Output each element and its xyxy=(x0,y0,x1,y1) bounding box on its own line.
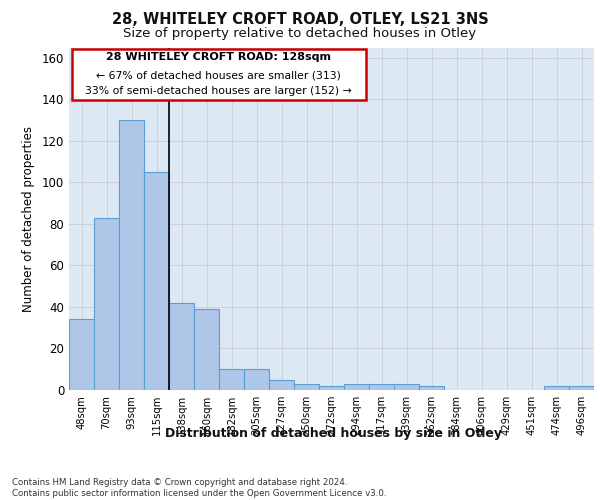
Text: 28, WHITELEY CROFT ROAD, OTLEY, LS21 3NS: 28, WHITELEY CROFT ROAD, OTLEY, LS21 3NS xyxy=(112,12,488,28)
Bar xyxy=(144,172,169,390)
Bar xyxy=(569,386,594,390)
Bar xyxy=(94,218,119,390)
Bar xyxy=(544,386,569,390)
Bar xyxy=(119,120,144,390)
Bar xyxy=(269,380,294,390)
Text: Distribution of detached houses by size in Otley: Distribution of detached houses by size … xyxy=(164,428,502,440)
Bar xyxy=(69,320,94,390)
Text: 28 WHITELEY CROFT ROAD: 128sqm: 28 WHITELEY CROFT ROAD: 128sqm xyxy=(106,52,331,62)
Bar xyxy=(419,386,444,390)
Bar xyxy=(169,303,194,390)
FancyBboxPatch shape xyxy=(71,49,365,100)
Bar xyxy=(194,309,219,390)
Text: 33% of semi-detached houses are larger (152) →: 33% of semi-detached houses are larger (… xyxy=(85,86,352,96)
Bar xyxy=(344,384,369,390)
Y-axis label: Number of detached properties: Number of detached properties xyxy=(22,126,35,312)
Bar xyxy=(394,384,419,390)
Bar xyxy=(369,384,394,390)
Bar xyxy=(319,386,344,390)
Bar xyxy=(244,369,269,390)
Text: ← 67% of detached houses are smaller (313): ← 67% of detached houses are smaller (31… xyxy=(96,70,341,80)
Bar xyxy=(294,384,319,390)
Bar xyxy=(219,369,244,390)
Text: Size of property relative to detached houses in Otley: Size of property relative to detached ho… xyxy=(124,28,476,40)
Text: Contains HM Land Registry data © Crown copyright and database right 2024.
Contai: Contains HM Land Registry data © Crown c… xyxy=(12,478,386,498)
